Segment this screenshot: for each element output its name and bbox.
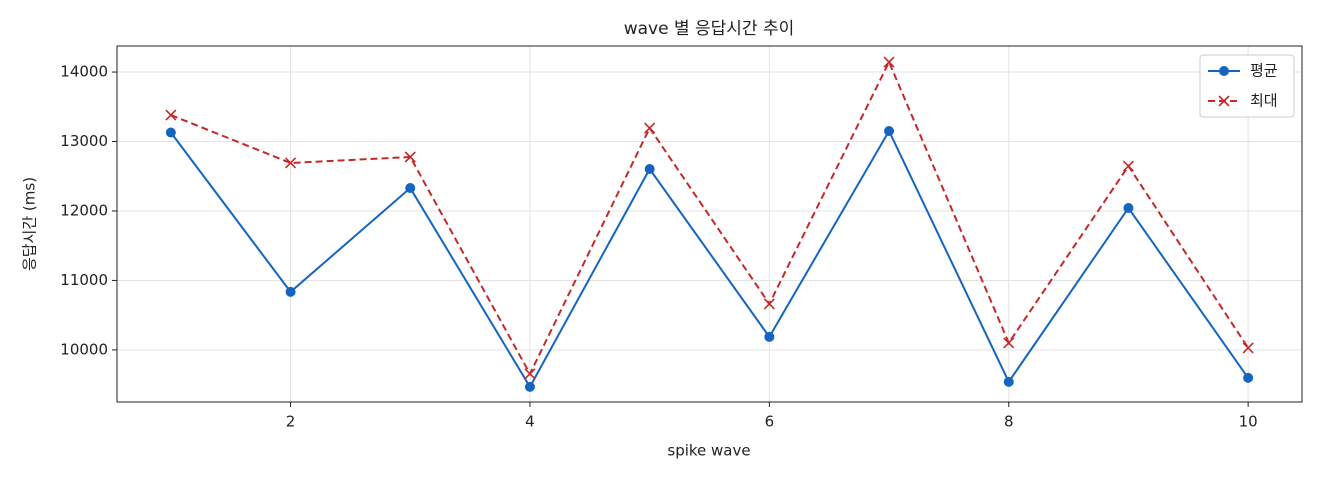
legend-label: 평균 xyxy=(1250,62,1278,80)
y-tick-label: 12000 xyxy=(60,201,108,219)
marker xyxy=(285,286,296,297)
y-tick-label: 14000 xyxy=(60,63,108,81)
line xyxy=(170,59,1249,377)
chart-title: wave 별 응답시간 추이 xyxy=(624,19,795,39)
marker xyxy=(524,381,535,392)
marker xyxy=(284,157,297,169)
marker xyxy=(165,127,176,138)
marker xyxy=(1003,376,1014,387)
line xyxy=(170,128,1249,389)
x-tick-label: 10 xyxy=(1239,413,1258,431)
marker xyxy=(883,56,895,68)
plot-frame xyxy=(116,45,1303,403)
marker xyxy=(1122,160,1135,172)
legend-marker xyxy=(1218,95,1230,107)
marker xyxy=(884,126,895,137)
marker xyxy=(1003,337,1015,349)
marker xyxy=(1123,202,1134,213)
legend-marker xyxy=(1219,66,1229,76)
marker xyxy=(524,368,536,380)
legend-label: 최대 xyxy=(1250,92,1278,110)
x-tick-label: 2 xyxy=(286,413,296,431)
x-axis-label: spike wave xyxy=(667,442,750,460)
y-tick-label: 10000 xyxy=(60,340,108,358)
y-tick-label: 11000 xyxy=(60,271,108,289)
marker xyxy=(1243,372,1254,383)
marker xyxy=(764,331,775,342)
y-axis-label: 응답시간 (ms) xyxy=(21,177,39,271)
x-tick-label: 4 xyxy=(525,413,535,431)
marker xyxy=(165,109,177,121)
marker xyxy=(644,164,655,175)
x-tick-label: 6 xyxy=(765,413,775,431)
marker xyxy=(644,122,656,134)
legend-box xyxy=(1199,54,1295,118)
y-tick-label: 13000 xyxy=(60,132,108,150)
marker xyxy=(405,183,416,194)
marker xyxy=(1242,342,1254,354)
marker xyxy=(763,298,775,310)
x-tick-label: 8 xyxy=(1004,413,1014,431)
marker xyxy=(404,151,416,163)
